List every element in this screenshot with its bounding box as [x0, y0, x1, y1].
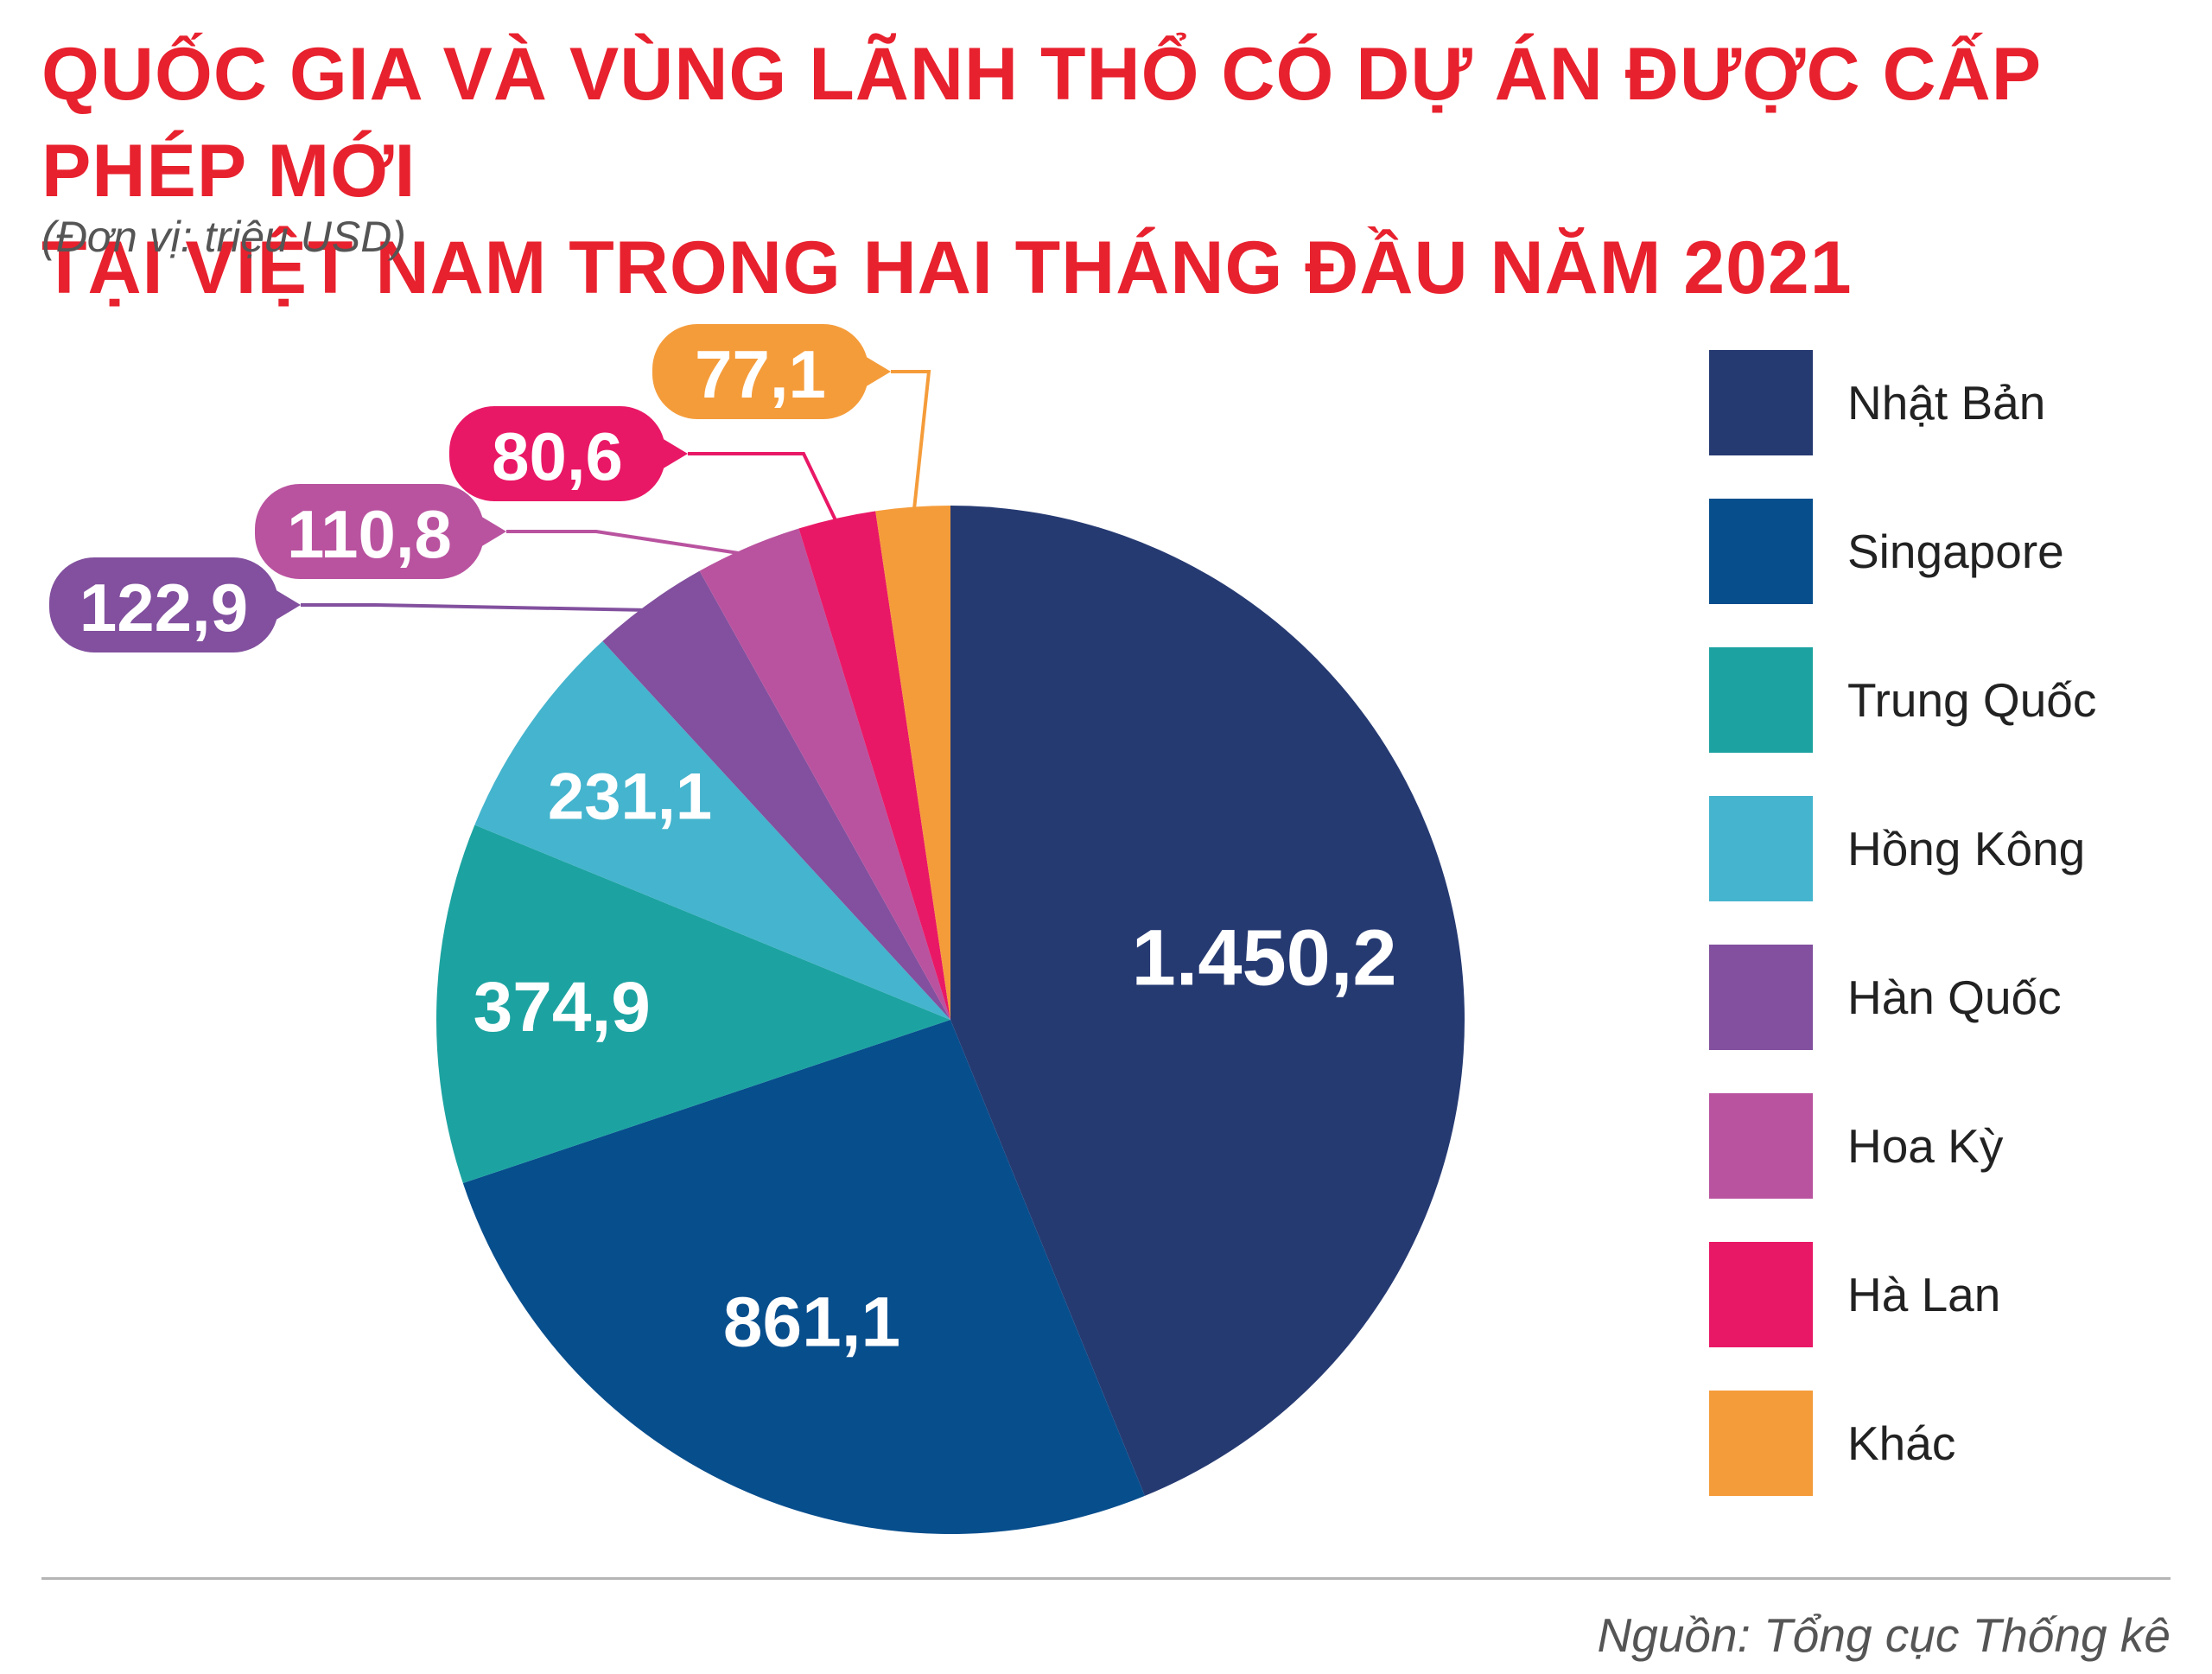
legend-item: Hàn Quốc: [1709, 945, 2096, 1050]
pie-slice: [462, 1020, 1145, 1534]
callout-leader-line: [506, 530, 752, 557]
callout-label: 80,6: [492, 418, 623, 494]
legend-label: Nhật Bản: [1847, 376, 2046, 430]
callout-bubble: [449, 406, 665, 501]
legend-item: Khác: [1709, 1391, 2096, 1496]
callout-leader-line: [301, 603, 655, 613]
chart-title-line-1: QUỐC GIA VÀ VÙNG LÃNH THỔ CÓ DỰ ÁN ĐƯỢC …: [41, 33, 2041, 213]
callout-bubble: [652, 324, 868, 419]
callout-bubble: [49, 557, 278, 652]
pie-slice: [602, 570, 950, 1020]
callout-pointer: [266, 584, 301, 626]
callout-leader-line: [891, 370, 931, 516]
unit-label: (Đơn vị: triệu USD): [41, 213, 406, 261]
legend-label: Trung Quốc: [1847, 673, 2097, 727]
callout-leader-line: [688, 452, 841, 528]
chart-title-line-2: TẠI VIỆT NAM TRONG HAI THÁNG ĐẦU NĂM 202…: [41, 226, 1853, 309]
source-note: Nguồn: Tổng cục Thống kê: [1597, 1608, 2171, 1662]
data-label: 374,9: [474, 968, 651, 1047]
callout-pointer: [653, 433, 688, 474]
legend-item: Hà Lan: [1709, 1242, 2096, 1347]
legend-swatch: [1709, 350, 1813, 455]
legend-item: Hoa Kỳ: [1709, 1093, 2096, 1199]
legend-label: Hoa Kỳ: [1847, 1119, 2004, 1173]
pie-slice: [474, 640, 950, 1020]
legend-swatch: [1709, 945, 1813, 1050]
callout-label: 122,9: [79, 570, 248, 646]
legend-swatch: [1709, 1391, 1813, 1496]
legend-item: Nhật Bản: [1709, 350, 2096, 455]
legend-item: Singapore: [1709, 499, 2096, 604]
footer-divider: [41, 1577, 2171, 1580]
legend-item: Trung Quốc: [1709, 647, 2096, 753]
callout-pointer: [472, 511, 506, 552]
legend-label: Hồng Kông: [1847, 822, 2086, 875]
data-label: 861,1: [723, 1283, 900, 1361]
legend-label: Singapore: [1847, 525, 2064, 578]
pie-slice: [699, 528, 950, 1020]
data-label: 1.450,2: [1132, 914, 1397, 1002]
pie-slice: [798, 511, 950, 1020]
legend-swatch: [1709, 647, 1813, 753]
legend: Nhật Bản Singapore Trung Quốc Hồng Kông …: [1709, 350, 2096, 1539]
chart-title: QUỐC GIA VÀ VÙNG LÃNH THỔ CÓ DỰ ÁN ĐƯỢC …: [41, 26, 2212, 316]
legend-label: Hàn Quốc: [1847, 971, 2062, 1024]
legend-label: Hà Lan: [1847, 1268, 2001, 1321]
callout-pointer: [856, 351, 891, 392]
pie-slice: [436, 824, 950, 1184]
legend-swatch: [1709, 1242, 1813, 1347]
data-label: 231,1: [548, 760, 712, 833]
callout-label: 110,8: [287, 496, 452, 572]
legend-swatch: [1709, 499, 1813, 604]
legend-label: Khác: [1847, 1416, 1956, 1470]
legend-item: Hồng Kông: [1709, 796, 2096, 901]
pie-slice: [875, 506, 950, 1020]
callout-bubble: [255, 484, 484, 579]
callout-label: 77,1: [695, 336, 826, 412]
legend-swatch: [1709, 796, 1813, 901]
legend-swatch: [1709, 1093, 1813, 1199]
pie-slice: [950, 506, 1465, 1496]
